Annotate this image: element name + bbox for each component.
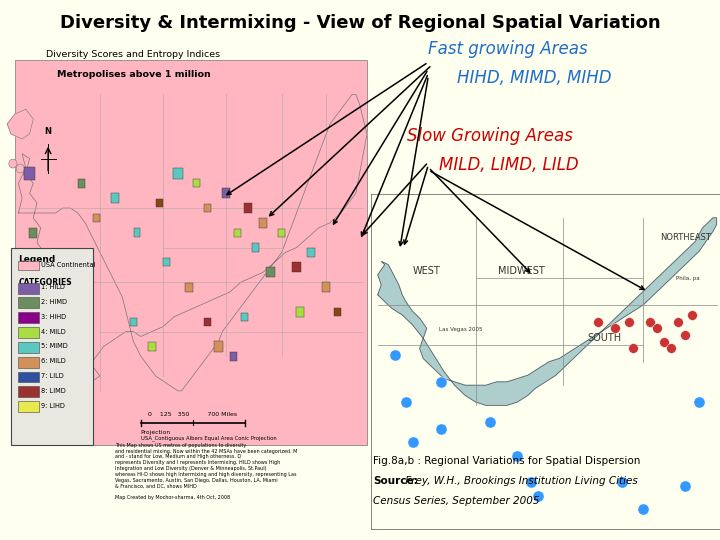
FancyBboxPatch shape	[24, 166, 35, 180]
Text: Slow Growing Areas: Slow Growing Areas	[407, 127, 572, 145]
Text: Source:: Source:	[373, 476, 418, 487]
FancyBboxPatch shape	[307, 247, 315, 258]
FancyBboxPatch shape	[222, 188, 230, 198]
Text: 2: HIMD: 2: HIMD	[42, 299, 68, 305]
Ellipse shape	[17, 164, 24, 173]
Bar	[19, 372, 39, 382]
Text: 9: LIHD: 9: LIHD	[42, 403, 66, 409]
FancyBboxPatch shape	[16, 259, 36, 285]
Text: 5: MIMD: 5: MIMD	[42, 343, 68, 349]
Text: 0    125   350         700 Miles: 0 125 350 700 Miles	[148, 411, 238, 416]
FancyBboxPatch shape	[214, 341, 223, 352]
Text: Census Series, September 2005: Census Series, September 2005	[373, 496, 539, 506]
Text: 4: MILD: 4: MILD	[42, 328, 66, 335]
FancyBboxPatch shape	[230, 352, 237, 361]
FancyBboxPatch shape	[93, 214, 99, 222]
FancyBboxPatch shape	[26, 309, 41, 325]
FancyBboxPatch shape	[163, 259, 170, 266]
Text: SOUTH: SOUTH	[588, 333, 622, 343]
Text: This Map shows US metros of populations to diversity
and residential mixing. Now: This Map shows US metros of populations …	[115, 443, 297, 500]
Text: 1: HILD: 1: HILD	[42, 284, 66, 290]
FancyBboxPatch shape	[156, 199, 163, 207]
Text: MILD, LIMD, LILD: MILD, LIMD, LILD	[439, 156, 579, 173]
Bar	[19, 342, 39, 353]
FancyBboxPatch shape	[193, 179, 199, 187]
Text: Fig.8a,b : Regional Variations for Spatial Dispersion: Fig.8a,b : Regional Variations for Spati…	[373, 456, 640, 467]
Bar	[19, 312, 39, 323]
FancyBboxPatch shape	[39, 340, 50, 353]
Text: WEST: WEST	[413, 266, 441, 276]
Polygon shape	[19, 94, 367, 391]
FancyBboxPatch shape	[30, 228, 37, 238]
Text: Frey, W.H., Brookings Institution Living Cities: Frey, W.H., Brookings Institution Living…	[402, 476, 637, 487]
FancyBboxPatch shape	[334, 308, 341, 316]
FancyBboxPatch shape	[252, 243, 259, 252]
FancyBboxPatch shape	[111, 193, 119, 203]
Bar	[11, 247, 93, 445]
FancyBboxPatch shape	[244, 203, 253, 213]
Bar	[19, 261, 39, 270]
FancyBboxPatch shape	[148, 342, 156, 351]
Text: 7: LILD: 7: LILD	[42, 373, 64, 379]
FancyBboxPatch shape	[259, 218, 267, 228]
Bar	[19, 298, 39, 308]
Text: HIHD, MIMD, MIHD: HIHD, MIMD, MIHD	[457, 69, 612, 87]
Text: USA Continental: USA Continental	[42, 262, 96, 268]
Bar	[14, 60, 367, 445]
Ellipse shape	[24, 169, 32, 178]
FancyBboxPatch shape	[134, 228, 140, 237]
Text: Legend: Legend	[19, 255, 55, 264]
Text: CATEGORIES: CATEGORIES	[19, 278, 72, 287]
Text: Las Vegas 2005: Las Vegas 2005	[439, 327, 482, 333]
Bar	[19, 387, 39, 397]
FancyBboxPatch shape	[185, 282, 193, 292]
Text: USA_Contiguous Albers Equal Area Conic Projection: USA_Contiguous Albers Equal Area Conic P…	[141, 435, 276, 441]
Bar	[19, 401, 39, 412]
FancyBboxPatch shape	[174, 168, 182, 179]
FancyBboxPatch shape	[266, 267, 274, 277]
FancyBboxPatch shape	[234, 229, 240, 237]
Text: Metropolises above 1 million: Metropolises above 1 million	[56, 70, 210, 79]
Text: Diversity & Intermixing - View of Regional Spatial Variation: Diversity & Intermixing - View of Region…	[60, 14, 660, 31]
Text: Diversity Scores and Entropy Indices: Diversity Scores and Entropy Indices	[46, 50, 220, 59]
Bar	[19, 282, 39, 294]
FancyBboxPatch shape	[130, 318, 137, 326]
Text: 3: HIHD: 3: HIHD	[42, 314, 66, 320]
Bar	[19, 327, 39, 338]
FancyBboxPatch shape	[296, 307, 305, 317]
Ellipse shape	[9, 159, 17, 168]
Text: Projection: Projection	[141, 430, 171, 435]
Bar	[19, 357, 39, 368]
FancyBboxPatch shape	[322, 282, 330, 292]
Text: MIDWEST: MIDWEST	[498, 266, 544, 276]
FancyBboxPatch shape	[204, 204, 211, 212]
FancyBboxPatch shape	[78, 179, 85, 188]
Polygon shape	[378, 218, 716, 406]
FancyBboxPatch shape	[241, 313, 248, 321]
Text: 6: MILD: 6: MILD	[42, 358, 66, 364]
Text: Phila, pa: Phila, pa	[676, 275, 700, 281]
Text: 8: LIMD: 8: LIMD	[42, 388, 66, 394]
Text: Fast growing Areas: Fast growing Areas	[428, 40, 588, 58]
Text: NORTHEAST: NORTHEAST	[660, 233, 711, 242]
Text: N: N	[45, 127, 52, 137]
FancyBboxPatch shape	[204, 318, 211, 326]
FancyBboxPatch shape	[279, 229, 285, 237]
FancyBboxPatch shape	[292, 262, 301, 272]
Polygon shape	[7, 109, 33, 139]
